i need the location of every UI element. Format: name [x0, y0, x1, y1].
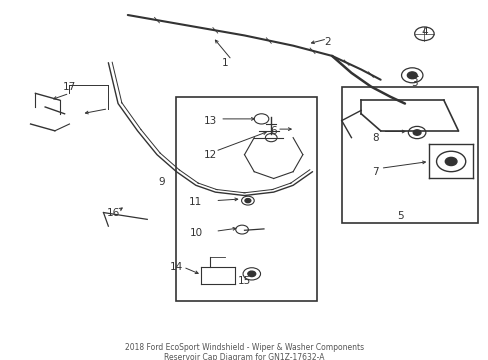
Text: 4: 4 [420, 27, 427, 37]
Text: 10: 10 [189, 228, 202, 238]
Text: 1: 1 [221, 58, 228, 68]
Text: 15: 15 [237, 276, 251, 286]
Text: 7: 7 [372, 167, 378, 177]
Circle shape [412, 130, 420, 135]
Text: 3: 3 [410, 78, 417, 88]
Bar [341, 86, 477, 223]
Text: 2: 2 [323, 37, 330, 47]
Text: 6: 6 [270, 126, 276, 136]
Circle shape [407, 72, 416, 79]
Text: 16: 16 [106, 208, 120, 217]
Text: 5: 5 [396, 211, 403, 221]
Text: 11: 11 [189, 197, 202, 207]
Text: 12: 12 [203, 150, 217, 159]
Circle shape [445, 157, 456, 166]
Bar [176, 97, 317, 301]
Text: 9: 9 [158, 177, 165, 187]
Text: 17: 17 [62, 81, 76, 91]
Text: 14: 14 [169, 262, 183, 272]
Text: 8: 8 [372, 132, 378, 143]
Circle shape [247, 271, 255, 276]
Text: 2018 Ford EcoSport Windshield - Wiper & Washer Components
Reservoir Cap Diagram : 2018 Ford EcoSport Windshield - Wiper & … [124, 343, 364, 360]
Text: 13: 13 [203, 116, 217, 126]
Circle shape [244, 199, 250, 203]
